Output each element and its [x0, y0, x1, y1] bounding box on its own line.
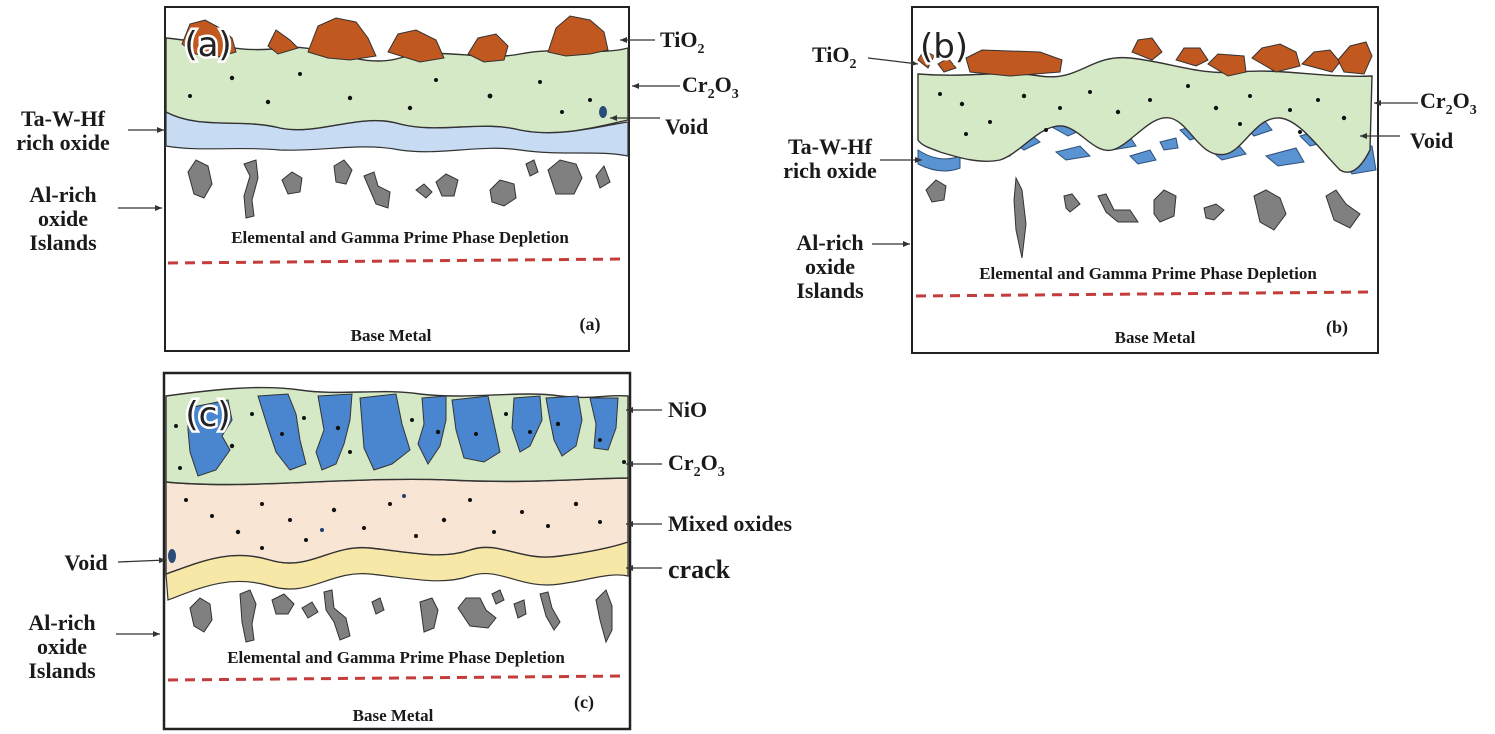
panel-c-depletion-label: Elemental and Gamma Prime Phase Depletio… [227, 648, 565, 667]
panel-c-void-label: Void [64, 550, 107, 575]
panel-c: Elemental and Gamma Prime Phase Depletio… [28, 371, 792, 731]
panel-b-corner-label: (b) [1326, 317, 1348, 338]
panel-a-tio2-label: TiO2 [660, 27, 705, 57]
panel-a-depletion-boundary [167, 257, 626, 265]
panel-a-cr2o3-label: Cr2O3 [682, 72, 739, 102]
panel-b-tio2-nodules [917, 37, 1373, 77]
panel-c-al-label-1: Al-rich [28, 610, 95, 635]
panel-c-al-label-2: oxide [37, 634, 87, 659]
panel-b-al-islands [925, 176, 1361, 259]
panel-b-cr2o3-label: Cr2O3 [1420, 88, 1477, 118]
panel-b-tio2-arrow [867, 57, 919, 67]
panel-a-al-label-2: oxide [38, 206, 88, 231]
panel-a-corner-label: (a) [580, 314, 601, 335]
panel-b-depletion-boundary [915, 290, 1373, 298]
panel-b-depletion-label: Elemental and Gamma Prime Phase Depletio… [979, 264, 1317, 283]
panel-a-al-label-3: Islands [29, 230, 97, 255]
panel-b: Elemental and Gamma Prime Phase Depletio… [783, 6, 1477, 354]
panel-a-dots [188, 72, 592, 114]
panel-c-base-metal-label: Base Metal [353, 706, 434, 725]
panel-a-void [599, 106, 607, 118]
panel-c-al-islands [189, 589, 613, 644]
panel-b-al-label-1: Al-rich [796, 230, 863, 255]
panel-c-al-label-3: Islands [28, 658, 96, 683]
panel-c-tag: (c) [185, 395, 230, 435]
panel-c-crack-label: crack [668, 555, 731, 584]
panel-a-tawhf-label-2: rich oxide [16, 130, 110, 155]
panel-a-tag: (a) [184, 25, 231, 65]
panel-c-mixed-label: Mixed oxides [668, 511, 792, 536]
panel-b-al-label-3: Islands [796, 278, 864, 303]
panel-c-mixed-dots [184, 494, 602, 550]
panel-a-tawhf-label-1: Ta-W-Hf [21, 106, 106, 131]
panel-b-tio2-label: TiO2 [812, 42, 857, 72]
panel-b-tag: (b) [920, 27, 968, 67]
panel-b-base-metal-label: Base Metal [1115, 328, 1196, 347]
panel-b-tawhf-label-2: rich oxide [783, 158, 877, 183]
panel-b-void-label: Void [1410, 128, 1453, 153]
panel-c-cr2o3-label: Cr2O3 [668, 450, 725, 480]
panel-a-al-islands [187, 159, 611, 219]
panel-a-void-label: Void [665, 114, 708, 139]
panel-a-tio2-nodules [181, 15, 609, 63]
panel-a-al-label-1: Al-rich [29, 182, 96, 207]
panel-b-cr2o3-layer [917, 56, 1373, 173]
panel-a-depletion-label: Elemental and Gamma Prime Phase Depletio… [231, 228, 569, 247]
panel-a-base-metal-label: Base Metal [351, 326, 432, 345]
panel-c-corner-label: (c) [574, 692, 594, 713]
panel-c-depletion-boundary [167, 674, 627, 682]
panel-a: Elemental and Gamma Prime Phase Depletio… [16, 6, 739, 352]
panel-c-void-arrow [117, 557, 167, 564]
panel-b-al-label-2: oxide [805, 254, 855, 279]
panel-c-cr2o3-dots [174, 412, 626, 470]
panel-c-void [168, 549, 176, 563]
panel-b-dots [938, 84, 1347, 136]
panel-c-nio-label: NiO [668, 397, 707, 422]
panel-b-tawhf-label-1: Ta-W-Hf [788, 134, 873, 159]
